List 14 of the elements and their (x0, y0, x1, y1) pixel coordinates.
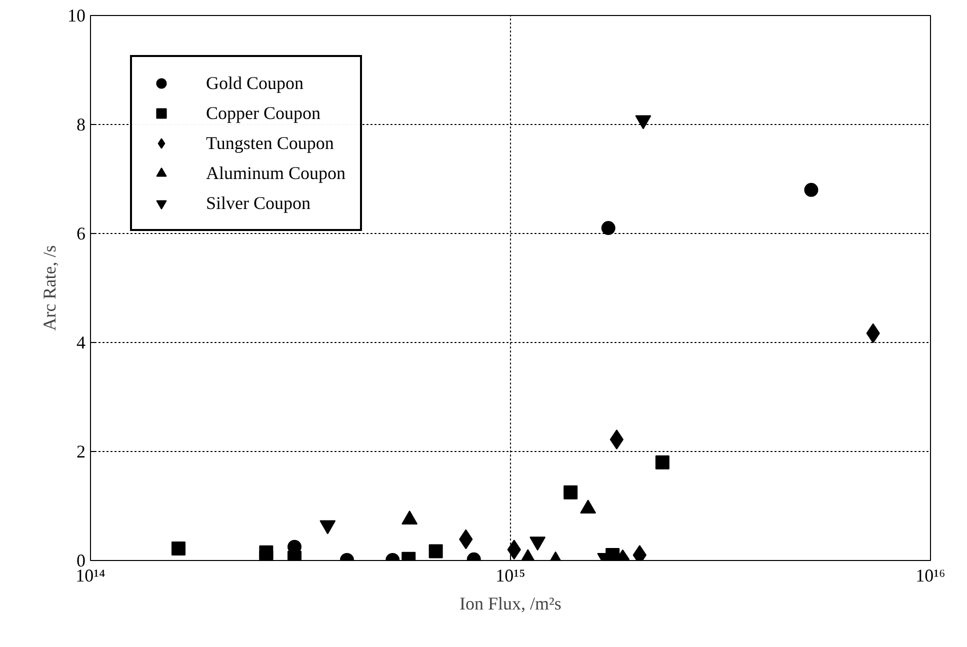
legend-label: Aluminum Coupon (206, 162, 346, 184)
y-tick-label: 2 (76, 442, 86, 462)
legend-label: Tungsten Coupon (206, 132, 334, 154)
y-tick-label: 10 (68, 6, 86, 26)
y-tick-label: 4 (76, 332, 86, 352)
x-tick-label: 10¹⁶ (916, 566, 946, 586)
legend-label: Silver Coupon (206, 192, 311, 214)
y-tick-label: 6 (76, 224, 86, 244)
legend-label: Copper Coupon (206, 102, 320, 124)
legend-label: Gold Coupon (206, 72, 304, 94)
y-tick-label: 8 (76, 114, 86, 134)
y-axis-title: Arc Rate, /s (40, 245, 60, 331)
x-axis-title: Ion Flux, /m²s (460, 594, 562, 614)
x-tick-label: 10¹⁵ (496, 566, 526, 586)
